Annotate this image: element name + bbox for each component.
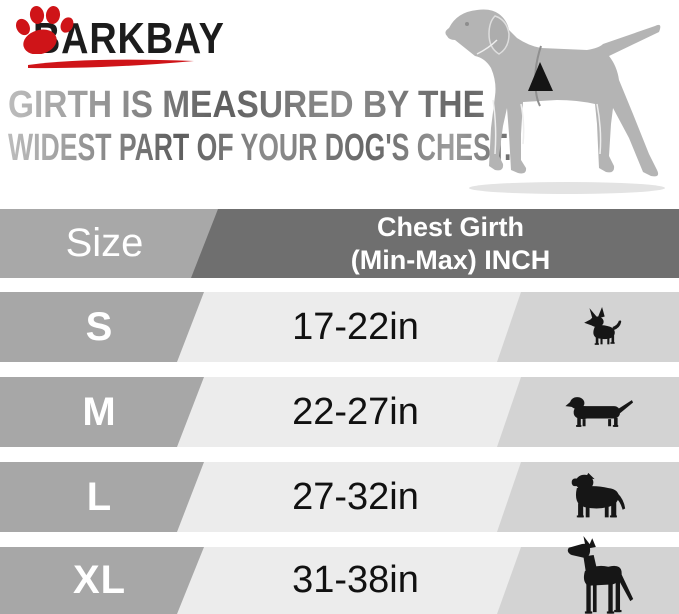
girth-line	[534, 45, 542, 107]
dog-size-icon-cell	[545, 535, 657, 614]
table-row-l: L 27-32in	[0, 462, 679, 532]
rottweiler-icon	[571, 472, 626, 518]
girth-title-line-2: (Min-Max) INCH	[350, 244, 551, 275]
icon-cell	[497, 292, 679, 362]
dog-highlights	[476, 39, 602, 155]
dog-size-icon-cell	[545, 377, 657, 447]
size-label: XL	[72, 558, 127, 602]
table-row-xl: XL 31-38in	[0, 535, 679, 614]
swoosh-underline-icon	[28, 59, 194, 69]
great-dane-icon	[567, 535, 634, 614]
size-column-title: Size	[65, 221, 144, 265]
girth-value: 17-22in	[292, 305, 419, 348]
girth-title-line-1: Chest Girth	[376, 211, 524, 242]
table-row-s: S 17-22in	[0, 292, 679, 362]
dog-size-icon-cell	[545, 292, 657, 362]
table-row-m: M 22-27in	[0, 377, 679, 447]
girth-value: 31-38in	[292, 559, 419, 601]
size-label: S	[85, 304, 114, 349]
tagline-line-2: WIDEST PART OF YOUR DOG'S CHEST.	[8, 127, 512, 169]
dog-size-icon-cell	[545, 462, 657, 532]
tagline-line-1: GIRTH IS MEASURED BY THE	[8, 84, 641, 127]
up-arrow-marker	[528, 62, 553, 91]
dog-ear	[488, 15, 510, 55]
size-cell	[0, 292, 204, 362]
dachshund-icon	[565, 397, 634, 427]
girth-value: 22-27in	[292, 390, 419, 433]
size-label: L	[86, 474, 113, 519]
chihuahua-icon	[584, 307, 622, 345]
size-cell	[0, 547, 204, 614]
size-label: M	[82, 389, 117, 434]
table-header-row: Size Chest Girth (Min-Max) INCH	[0, 209, 679, 278]
dog-eye	[465, 22, 469, 26]
dog-shadow	[469, 182, 665, 194]
dog-body	[445, 9, 661, 177]
size-cell	[0, 377, 204, 447]
size-cell	[0, 462, 204, 532]
paw-icon	[16, 6, 74, 54]
brand-logo: BARKBAY	[0, 0, 240, 80]
header-size-cell	[0, 209, 218, 278]
girth-column-title: Chest Girth (Min-Max) INCH	[283, 209, 618, 278]
girth-tagline: GIRTH IS MEASURED BY THE WIDEST PART OF …	[8, 84, 679, 170]
measured-dog-illustration	[445, 9, 665, 194]
girth-value: 27-32in	[292, 475, 419, 518]
